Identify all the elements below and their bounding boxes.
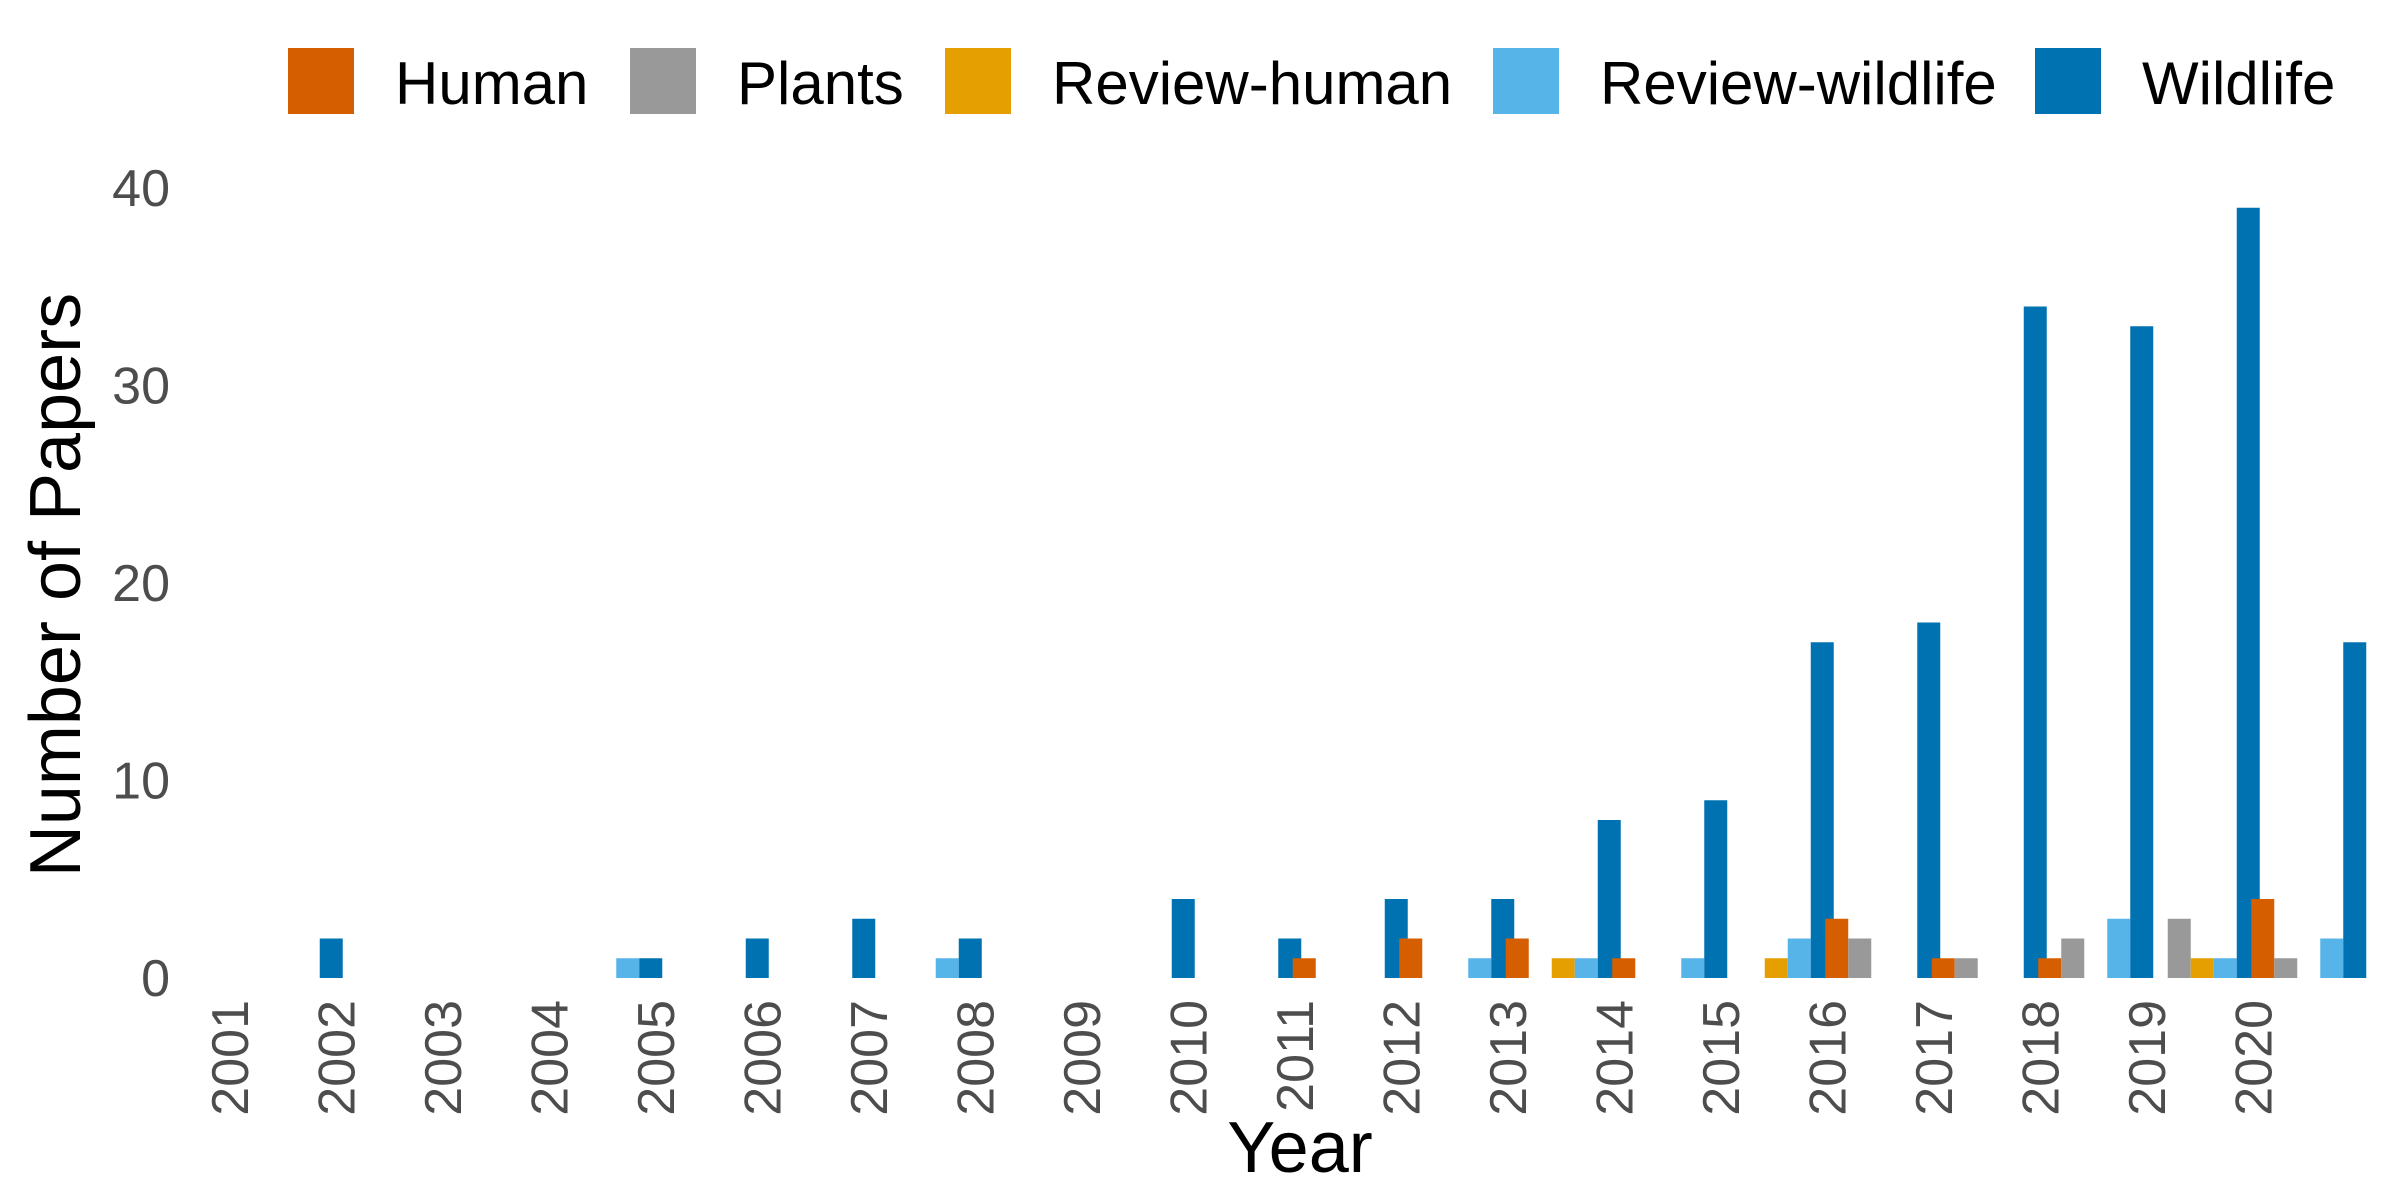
x-tick-label: 2015 [1693,1000,1751,1116]
x-tick-label: 2010 [1161,1000,1219,1116]
bar-review-wildlife-2007 [935,958,959,978]
bar-human-2013 [1505,938,1529,978]
bar-review-wildlife-2018 [2107,918,2131,978]
bar-wildlife-2015 [1810,642,1834,978]
x-tick-label: 2013 [1480,1000,1538,1116]
legend-label-wildlife: Wildlife [2142,50,2335,117]
y-tick-label: 40 [112,160,170,218]
x-tick-label: 2001 [202,1000,260,1116]
bar-review-wildlife-2004 [616,958,640,978]
x-tick-label: 2005 [628,1000,686,1116]
y-tick-label: 0 [141,950,170,1008]
legend-label-review-wildlife: Review-wildlife [1600,50,1997,117]
x-tick-label: 2004 [522,1000,580,1116]
bar-review-wildlife-2012 [1468,958,1492,978]
legend-label-plants: Plants [737,50,904,117]
x-tick-label: 2008 [948,1000,1006,1116]
bar-review-human-2019 [2190,958,2214,978]
y-tick-label: 10 [112,753,170,811]
bar-wildlife-2009 [1171,899,1195,978]
bar-review-wildlife-2015 [1787,938,1811,978]
legend: Human Plants Review-human Review-wildlife Wi… [288,48,2335,117]
y-axis-ticks: 0 10 20 30 40 [112,160,170,1008]
bar-wildlife-2016 [1917,622,1941,978]
bar-review-human-2015 [1764,958,1788,978]
bar-plants-2018 [2061,938,2085,978]
bar-wildlife-2013 [1597,820,1621,978]
legend-swatch-plants [630,48,696,114]
bar-human-2014 [1612,958,1636,978]
x-axis-ticks: 2001 2002 2003 2004 2005 2006 2007 2008 2009 2010… [202,1000,2284,1116]
y-tick-label: 20 [112,555,170,613]
x-tick-label: 2014 [1587,1000,1645,1116]
bar-review-wildlife-2014 [1681,958,1705,978]
legend-swatch-review-human [945,48,1011,114]
bar-wildlife-2017 [2023,306,2047,978]
legend-swatch-human [288,48,354,114]
bar-human-2011 [1292,958,1316,978]
bar-wildlife-2018 [2130,326,2154,978]
legend-swatch-wildlife [2035,48,2101,114]
bar-wildlife-2005 [745,938,769,978]
bar-wildlife-2001 [319,938,343,978]
x-tick-label: 2009 [1054,1000,1112,1116]
legend-label-human: Human [395,50,588,117]
bar-wildlife-2019 [2236,207,2260,978]
bars [319,207,2367,978]
bar-human-2018 [2038,958,2062,978]
x-tick-label: 2006 [735,1000,793,1116]
bar-review-wildlife-2020 [2320,938,2344,978]
x-tick-label: 2007 [841,1000,899,1116]
bar-review-wildlife-2019 [2213,958,2237,978]
bar-wildlife-2007 [958,938,982,978]
bar-review-wildlife-2013 [1574,958,1598,978]
x-tick-label: 2017 [1906,1000,1964,1116]
x-tick-label: 2020 [2226,1000,2284,1116]
bar-wildlife-2006 [852,918,876,978]
bar-plants-2016 [1848,938,1872,978]
legend-label-review-human: Review-human [1052,50,1452,117]
y-axis-title: Number of Papers [16,293,96,877]
bar-plants-2020 [2274,958,2298,978]
x-tick-label: 2002 [309,1000,367,1116]
y-tick-label: 30 [112,358,170,416]
x-tick-label: 2003 [415,1000,473,1116]
x-tick-label: 2019 [2119,1000,2177,1116]
bar-human-2020 [2251,899,2275,978]
bar-human-2016 [1825,918,1849,978]
x-tick-label: 2016 [1800,1000,1858,1116]
x-tick-label: 2011 [1267,1000,1325,1112]
bar-wildlife-2004 [639,958,663,978]
bar-human-2017 [1931,958,1955,978]
bar-plants-2019 [2167,918,2191,978]
legend-swatch-review-wildlife [1493,48,1559,114]
bar-human-2012 [1399,938,1423,978]
bar-wildlife-2014 [1704,800,1728,978]
bar-review-human-2013 [1551,958,1575,978]
x-tick-label: 2012 [1374,1000,1432,1116]
x-axis-title: Year [1227,1108,1372,1188]
bar-plants-2017 [1954,958,1978,978]
bar-wildlife-2020 [2343,642,2367,978]
x-tick-label: 2018 [2013,1000,2071,1116]
